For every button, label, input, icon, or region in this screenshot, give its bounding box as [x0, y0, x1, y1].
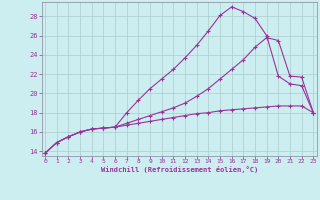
X-axis label: Windchill (Refroidissement éolien,°C): Windchill (Refroidissement éolien,°C) [100, 166, 258, 173]
